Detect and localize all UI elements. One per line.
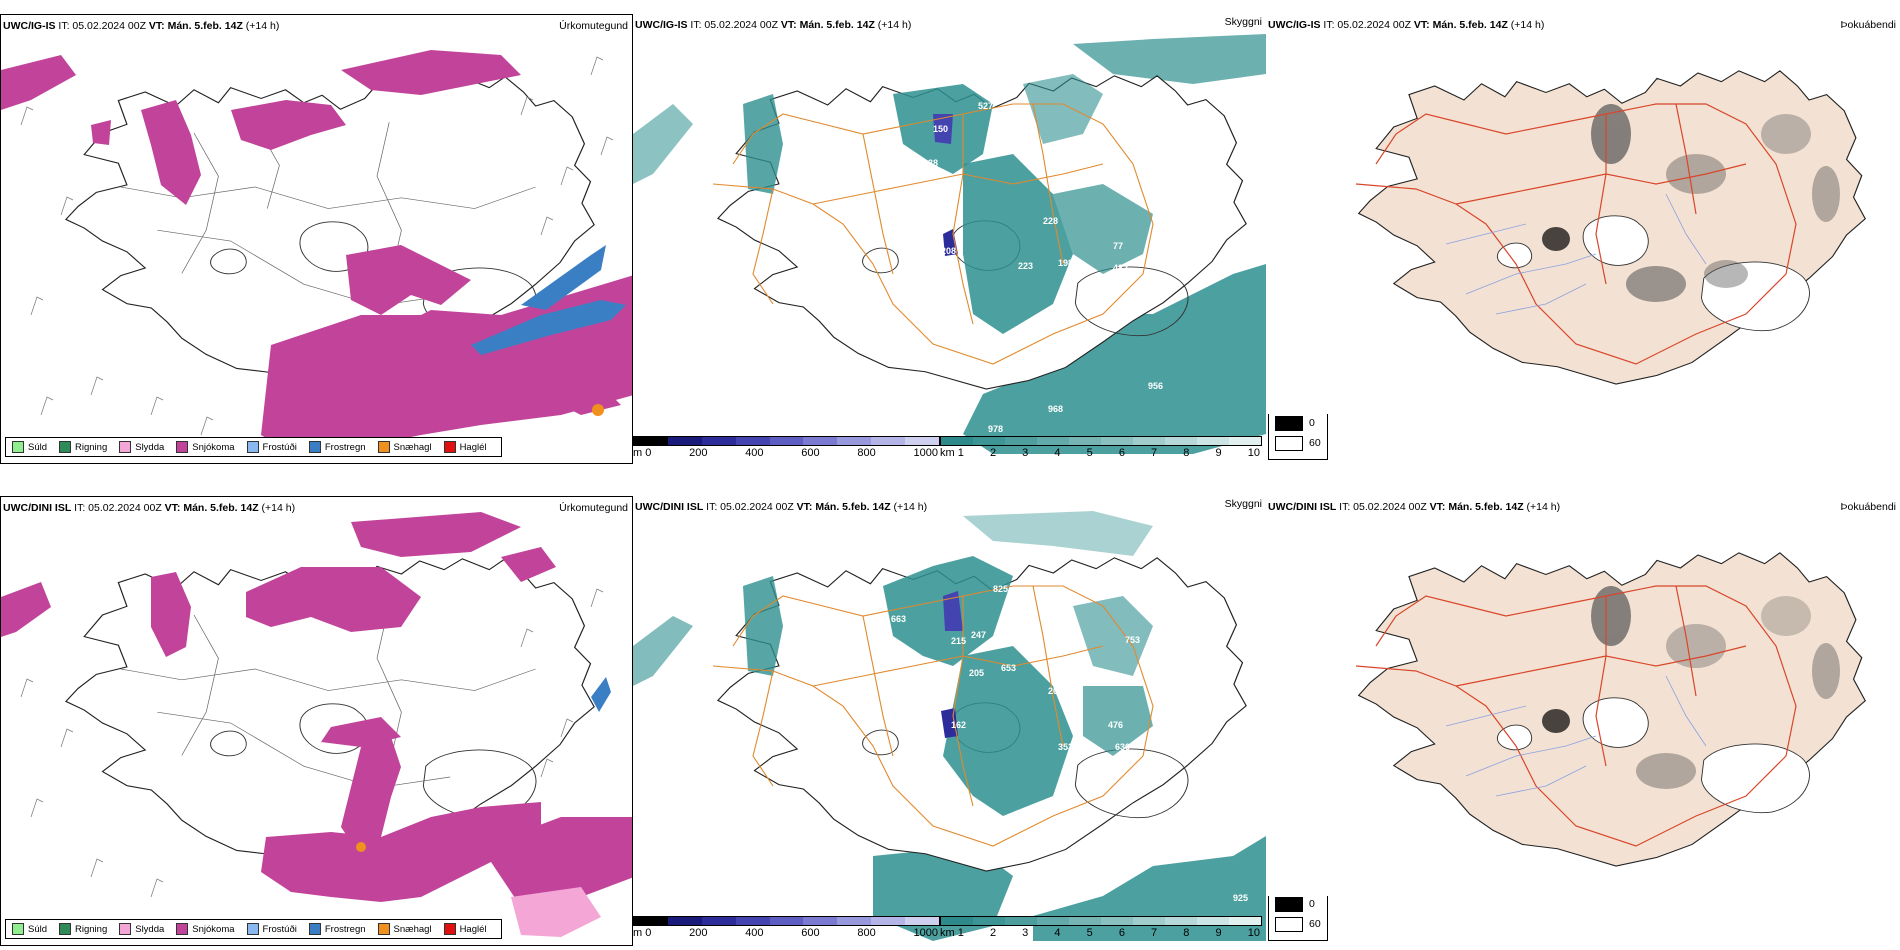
- wind-barbs: [20, 56, 614, 436]
- visibility-map-svg: 527 150 38 191 228 48 208 223 198 77 482…: [633, 34, 1266, 454]
- fog-map-bottom: UWC/DINI ISL IT: 05.02.2024 00Z VT: Mán.…: [1266, 496, 1900, 896]
- svg-text:527: 527: [978, 101, 993, 111]
- river-network: [1445, 675, 1707, 797]
- svg-text:753: 753: [1125, 635, 1140, 645]
- svg-text:247: 247: [971, 630, 986, 640]
- cloudbase-labels: 825 663 896 215 247 205 653 753 208 476 …: [891, 584, 1248, 903]
- precip-map-svg: [1, 512, 632, 937]
- fog-map-top: UWC/IG-IS IT: 05.02.2024 00Z VT: Mán. 5.…: [1266, 14, 1900, 414]
- visibility-map-svg: 825 663 896 215 247 205 653 753 208 476 …: [633, 511, 1266, 941]
- svg-text:208: 208: [1048, 686, 1063, 696]
- panel-header: UWC/DINI ISL IT: 05.02.2024 00Z VT: Mán.…: [635, 501, 928, 513]
- precip-type-legend: Súld Rigning Slydda Snjókoma Frostúði Fr…: [5, 437, 502, 457]
- panel-title: Þokuábendi: [1840, 19, 1896, 31]
- svg-text:605: 605: [1063, 336, 1078, 346]
- snow-area: [351, 512, 521, 557]
- svg-text:215: 215: [951, 636, 966, 646]
- legend-swatch: [12, 441, 24, 453]
- panel-title: Úrkomutegund: [559, 20, 628, 32]
- road-network: [712, 585, 1154, 847]
- freezing-rain-area: [471, 300, 626, 355]
- fog-map-svg: [1355, 70, 1866, 385]
- wind-barbs: [20, 588, 604, 898]
- svg-text:825: 825: [993, 584, 1008, 594]
- fog-patches: [1542, 586, 1840, 789]
- precip-type-map-top: UWC/IG-IS IT: 05.02.2024 00Z VT: Mán. 5.…: [0, 14, 633, 464]
- svg-text:896: 896: [998, 618, 1013, 628]
- fog-legend-bottom: 0 60: [1268, 893, 1328, 941]
- svg-text:48: 48: [895, 246, 905, 256]
- svg-text:208: 208: [941, 246, 956, 256]
- cloudbase-labels: 527 150 38 191 228 48 208 223 198 77 482…: [895, 101, 1163, 434]
- svg-text:630: 630: [1115, 742, 1130, 752]
- svg-text:663: 663: [891, 614, 906, 624]
- road-network: [1355, 103, 1797, 365]
- svg-text:198: 198: [1058, 258, 1073, 268]
- sleet-area: [511, 887, 601, 937]
- precip-type-map-bottom: UWC/DINI ISL IT: 05.02.2024 00Z VT: Mán.…: [0, 496, 633, 946]
- visibility-map-top: UWC/IG-IS IT: 05.02.2024 00Z VT: Mán. 5.…: [633, 14, 1266, 464]
- road-network: [712, 103, 1154, 365]
- svg-text:925: 925: [1233, 893, 1248, 903]
- svg-text:956: 956: [1148, 381, 1163, 391]
- panel-header: UWC/DINI ISL IT: 05.02.2024 00Z VT: Mán.…: [3, 502, 296, 514]
- visibility-map-bottom: UWC/DINI ISL IT: 05.02.2024 00Z VT: Mán.…: [633, 496, 1266, 946]
- panel-title: Þokuábendi: [1840, 501, 1896, 513]
- panel-header: UWC/IG-IS IT: 05.02.2024 00Z VT: Mán. 5.…: [635, 19, 912, 31]
- svg-text:978: 978: [988, 424, 1003, 434]
- cloudbase-colorbar-top: m 0 200 400 600 800 1000: [633, 436, 943, 459]
- precip-map-svg: [1, 50, 632, 453]
- cloudbase-colorbar-bottom: m 0 200 400 600 800 1000: [633, 916, 943, 939]
- svg-text:482: 482: [1113, 263, 1128, 273]
- panel-title: Skyggni: [1224, 498, 1262, 510]
- precip-type-legend: Súld Rigning Slydda Snjókoma Frostúði Fr…: [5, 919, 502, 939]
- river-network: [1445, 193, 1707, 315]
- snow-area: [141, 100, 201, 205]
- fog-map-svg: [1355, 552, 1866, 867]
- fog-patches: [1542, 104, 1840, 302]
- svg-text:367: 367: [895, 723, 910, 733]
- svg-text:191: 191: [938, 181, 953, 191]
- panel-header: UWC/IG-IS IT: 05.02.2024 00Z VT: Mán. 5.…: [1268, 19, 1545, 31]
- panel-header: UWC/DINI ISL IT: 05.02.2024 00Z VT: Mán.…: [1268, 501, 1561, 513]
- svg-text:353: 353: [1058, 742, 1073, 752]
- svg-text:205: 205: [969, 668, 984, 678]
- svg-text:968: 968: [1048, 404, 1063, 414]
- panel-title: Úrkomutegund: [559, 502, 628, 514]
- snow-pellet-area: [592, 404, 604, 416]
- svg-text:162: 162: [951, 720, 966, 730]
- svg-text:476: 476: [1108, 720, 1123, 730]
- panel-title: Skyggni: [1224, 16, 1262, 28]
- svg-text:653: 653: [1001, 663, 1016, 673]
- fog-legend-top: 0 60: [1268, 412, 1328, 460]
- svg-text:77: 77: [1113, 241, 1123, 251]
- svg-text:228: 228: [1043, 216, 1058, 226]
- svg-text:38: 38: [928, 158, 938, 168]
- road-network: [1355, 585, 1797, 847]
- svg-text:223: 223: [1018, 261, 1033, 271]
- svg-text:150: 150: [933, 124, 948, 134]
- panel-header: UWC/IG-IS IT: 05.02.2024 00Z VT: Mán. 5.…: [3, 20, 280, 32]
